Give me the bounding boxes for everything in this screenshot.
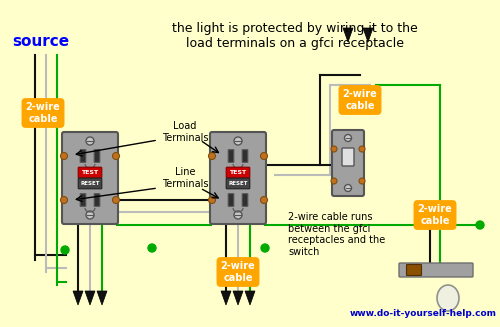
Circle shape	[331, 146, 337, 152]
Text: 2-wire
cable: 2-wire cable	[342, 89, 378, 111]
Polygon shape	[85, 291, 95, 305]
FancyBboxPatch shape	[228, 150, 234, 162]
Ellipse shape	[437, 285, 459, 311]
Circle shape	[86, 137, 94, 145]
Circle shape	[261, 244, 269, 252]
FancyBboxPatch shape	[62, 132, 118, 224]
Text: source: source	[12, 35, 69, 49]
Text: 2-wire
cable: 2-wire cable	[26, 102, 60, 124]
Polygon shape	[73, 291, 83, 305]
FancyBboxPatch shape	[242, 150, 248, 162]
Text: RESET: RESET	[80, 181, 100, 186]
Polygon shape	[363, 28, 373, 42]
Circle shape	[344, 184, 352, 192]
Text: TEST: TEST	[82, 170, 98, 175]
Circle shape	[331, 178, 337, 184]
Polygon shape	[245, 291, 255, 305]
FancyBboxPatch shape	[332, 130, 364, 196]
FancyBboxPatch shape	[210, 132, 266, 224]
FancyBboxPatch shape	[226, 167, 250, 178]
FancyBboxPatch shape	[399, 263, 473, 277]
Circle shape	[112, 152, 119, 160]
Circle shape	[60, 197, 68, 203]
FancyBboxPatch shape	[80, 150, 86, 162]
Circle shape	[344, 134, 352, 142]
Polygon shape	[233, 291, 243, 305]
Text: the light is protected by wiring it to the
load terminals on a gfci receptacle: the light is protected by wiring it to t…	[172, 22, 418, 50]
Circle shape	[208, 197, 216, 203]
FancyBboxPatch shape	[226, 178, 250, 189]
Circle shape	[234, 137, 242, 145]
Polygon shape	[221, 291, 231, 305]
Text: Line
Terminals: Line Terminals	[162, 167, 208, 189]
Circle shape	[112, 197, 119, 203]
FancyBboxPatch shape	[228, 194, 234, 206]
Polygon shape	[343, 28, 353, 42]
Circle shape	[359, 146, 365, 152]
Circle shape	[234, 211, 242, 219]
FancyBboxPatch shape	[78, 167, 102, 178]
Circle shape	[86, 211, 94, 219]
Circle shape	[359, 178, 365, 184]
FancyBboxPatch shape	[342, 148, 354, 166]
Circle shape	[476, 221, 484, 229]
Text: TEST: TEST	[230, 170, 246, 175]
Circle shape	[60, 152, 68, 160]
Text: RESET: RESET	[228, 181, 248, 186]
Text: 2-wire cable runs
between the gfci
receptacles and the
switch: 2-wire cable runs between the gfci recep…	[288, 212, 385, 257]
Text: 2-wire
cable: 2-wire cable	[418, 204, 452, 226]
Circle shape	[61, 246, 69, 254]
Circle shape	[260, 152, 268, 160]
Text: www.do-it-yourself-help.com: www.do-it-yourself-help.com	[350, 309, 497, 318]
Circle shape	[208, 152, 216, 160]
Text: 2-wire
cable: 2-wire cable	[220, 261, 256, 283]
FancyBboxPatch shape	[94, 150, 100, 162]
FancyBboxPatch shape	[78, 178, 102, 189]
Circle shape	[260, 197, 268, 203]
Polygon shape	[97, 291, 107, 305]
FancyBboxPatch shape	[242, 194, 248, 206]
FancyBboxPatch shape	[80, 194, 86, 206]
FancyBboxPatch shape	[94, 194, 100, 206]
FancyBboxPatch shape	[406, 265, 422, 276]
Circle shape	[148, 244, 156, 252]
Text: Load
Terminals: Load Terminals	[162, 121, 208, 143]
